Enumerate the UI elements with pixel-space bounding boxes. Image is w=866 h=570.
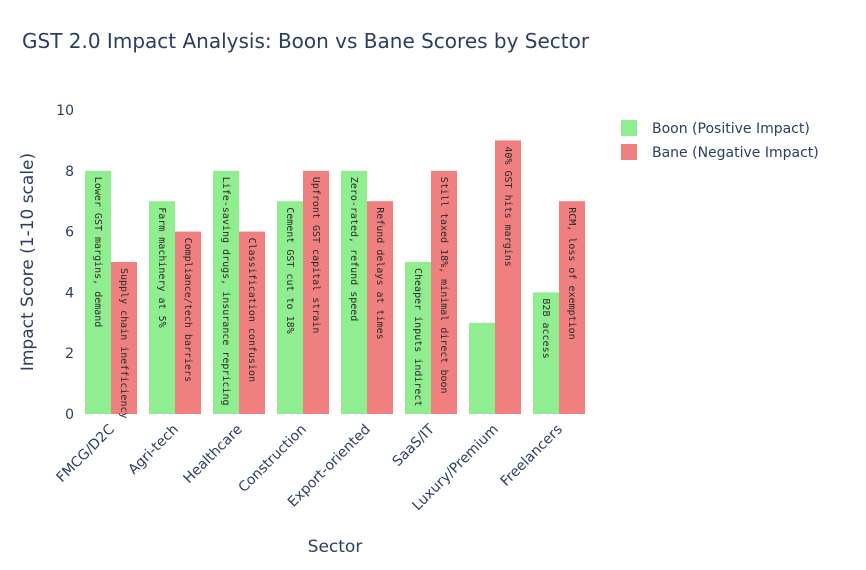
bar-bane[interactable] [559,201,585,414]
bar-label: Cheaper inputs indirect [412,268,423,406]
y-axis-ticks: 0 2 4 6 8 10 [56,103,74,423]
bar-boon[interactable] [149,201,175,414]
bar-bane[interactable] [367,201,393,414]
y-axis-title: Impact Score (1-10 scale) [18,153,38,371]
bar-label: B2B access [540,298,551,358]
bar-label: Life-saving drugs, insurance repricing [220,177,231,406]
bar-label: Classification confusion [246,238,257,383]
legend: Boon (Positive Impact) Bane (Negative Imp… [621,120,819,161]
bar-label: Supply chain inefficiency [118,268,129,419]
legend-entry[interactable]: Boon (Positive Impact) [652,121,810,137]
bar-label: Farm machinery at 5% [156,207,167,327]
legend-swatch [621,120,637,136]
y-tick-label: 10 [56,103,74,119]
bar-label: 40% GST hits margins [502,146,513,266]
y-tick-label: 4 [65,285,74,301]
legend-swatch [621,144,637,160]
x-tick-label: Healthcare [181,422,246,487]
x-tick-label: SaaS/IT [390,421,439,470]
bar-boon[interactable] [469,322,495,414]
bar-label: RCM, loss of exemption [566,207,577,339]
bar-label: Upfront GST capital strain [310,177,321,334]
chart-title: GST 2.0 Impact Analysis: Boon vs Bane Sc… [22,29,590,53]
x-tick-label: Freelancers [498,422,566,490]
bar-label: Lower GST margins, demand [92,177,103,328]
y-tick-label: 8 [65,164,74,180]
bar-bane[interactable] [239,231,265,414]
bar-bane[interactable] [303,170,329,414]
bar-label: Refund delays at times [374,207,385,339]
legend-entry[interactable]: Bane (Negative Impact) [652,145,819,161]
x-axis-ticks: FMCG/D2C Agri-techHealthcareConstructionE… [54,421,566,514]
bar-boon[interactable] [405,262,431,414]
bars [85,140,585,414]
y-tick-label: 0 [65,407,74,423]
x-tick-label: FMCG/D2C [54,421,118,485]
bar-boon[interactable] [533,292,559,414]
bar-bane[interactable] [495,140,521,414]
y-tick-label: 6 [65,225,74,241]
bar-label: Cement GST cut to 18% [284,207,295,333]
x-axis-title: Sector [308,537,363,557]
bar-label: Still taxed 18%, minimal direct boon [438,177,449,394]
bar-bane[interactable] [431,170,457,414]
y-tick-label: 2 [65,346,74,362]
bar-boon[interactable] [341,170,367,414]
bar-boon[interactable] [213,170,239,414]
bar-labels: Lower GST margins, demand Supply chain in… [92,146,577,418]
bar-label: Zero-rated, refund speed [348,177,359,321]
bar-bane[interactable] [111,262,137,414]
x-tick-label: Agri-tech [125,422,181,478]
bar-boon[interactable] [85,170,111,414]
bar-label: Compliance/tech barriers [182,238,193,383]
bar-boon[interactable] [277,201,303,414]
bar-bane[interactable] [175,231,201,414]
